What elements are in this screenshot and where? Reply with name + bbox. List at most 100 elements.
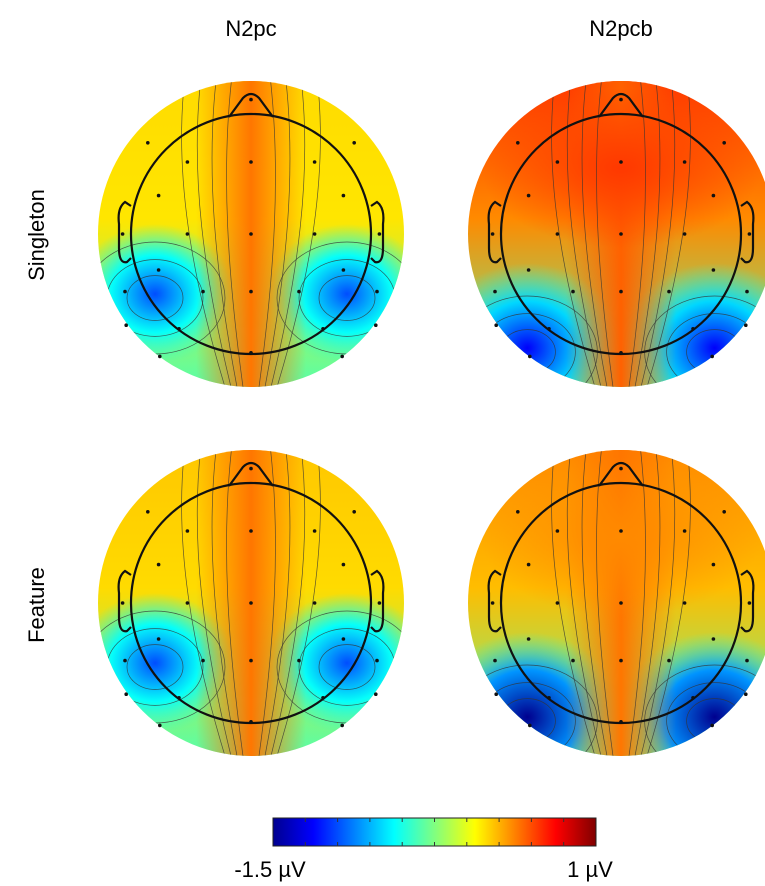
- electrode-dot: [341, 268, 346, 272]
- electrode-dot: [667, 658, 671, 663]
- electrode-dot: [177, 327, 181, 331]
- electrode-dot: [156, 193, 161, 198]
- contour-line: [566, 81, 602, 387]
- row-title-feature: Feature: [24, 567, 49, 643]
- electrode-dot: [619, 658, 623, 663]
- electrode-dot: [619, 232, 623, 236]
- electrodes: [120, 466, 382, 728]
- contour-line: [211, 81, 238, 387]
- electrode-dot: [619, 466, 623, 471]
- electrode-dot: [185, 160, 190, 164]
- ear-icon: [117, 200, 132, 264]
- electrode-dot: [124, 323, 128, 328]
- electrode-dot: [352, 510, 357, 514]
- contour-line: [196, 450, 232, 756]
- electrode-dot: [691, 327, 695, 331]
- topomap-singleton-n2pc: [98, 81, 404, 387]
- electrode-dot: [667, 289, 671, 294]
- electrode-dot: [494, 692, 499, 696]
- colorbar: -1.5 µV 1 µV: [234, 817, 613, 882]
- electrode-dot: [249, 351, 253, 355]
- contour-line: [318, 275, 376, 321]
- electrode-dot: [722, 510, 726, 514]
- contour-line: [566, 450, 602, 756]
- contour-line: [196, 81, 232, 387]
- contour-line: [226, 81, 244, 387]
- contour-line: [126, 644, 184, 690]
- electrode-dot: [493, 658, 497, 663]
- electrode-dot: [249, 232, 253, 236]
- colorbar-min-label: -1.5 µV: [234, 857, 306, 882]
- contour-line: [276, 81, 321, 387]
- contour-line: [258, 81, 276, 387]
- electrode-dot: [249, 160, 253, 164]
- electrode-dot: [619, 160, 623, 164]
- contour-line: [270, 81, 306, 387]
- electrode-dot: [341, 193, 346, 198]
- electrode-dot: [744, 323, 748, 328]
- electrode-dot: [249, 658, 253, 663]
- electrode-dot: [744, 692, 748, 696]
- contour-line: [596, 450, 614, 756]
- electrode-dot: [158, 354, 162, 359]
- contour-line: [646, 450, 691, 756]
- contour-line: [276, 450, 321, 756]
- topomap-feature-n2pc: [98, 450, 404, 756]
- electrode-dot: [528, 723, 532, 728]
- electrode-dot: [249, 97, 253, 102]
- electrode-dot: [249, 289, 253, 294]
- contour-line: [634, 450, 661, 756]
- colorbar-max-label: 1 µV: [567, 857, 613, 882]
- electrode-dot: [619, 720, 623, 724]
- contour-line: [258, 450, 276, 756]
- colorbar-gradient: [272, 817, 597, 847]
- colorbar-ticks: [304, 818, 565, 846]
- electrode-dot: [555, 232, 560, 236]
- electrode-dot: [201, 658, 205, 663]
- electrode-dot: [156, 268, 161, 272]
- electrode-dot: [526, 637, 531, 641]
- row-title-singleton: Singleton: [24, 189, 49, 281]
- electrode-dot: [526, 268, 531, 272]
- electrode-dot: [528, 354, 532, 359]
- electrode-dot: [722, 141, 726, 145]
- ear-icon: [370, 569, 385, 633]
- electrode-dot: [312, 160, 317, 164]
- electrode-dot: [691, 696, 695, 700]
- electrode-dot: [158, 723, 162, 728]
- ear-icon: [740, 569, 755, 633]
- contour-line: [634, 81, 661, 387]
- ear-icon: [370, 200, 385, 264]
- electrodes: [490, 97, 752, 359]
- electrode-dot: [377, 601, 382, 605]
- electrode-dot: [146, 141, 150, 145]
- topomap-grid: [98, 81, 765, 756]
- electrode-dot: [312, 601, 317, 605]
- contour-line: [264, 81, 291, 387]
- electrode-dot: [516, 510, 520, 514]
- electrode-dot: [745, 658, 749, 663]
- electrode-dot: [156, 637, 161, 641]
- electrode-dot: [374, 692, 378, 696]
- nose-icon: [228, 461, 274, 487]
- contour-line: [226, 450, 244, 756]
- contour-line: [551, 450, 596, 756]
- electrode-dot: [177, 696, 181, 700]
- electrode-dot: [321, 696, 325, 700]
- contour-line: [596, 81, 614, 387]
- topomap-singleton-n2pcb: [468, 81, 765, 387]
- electrode-dot: [547, 696, 551, 700]
- electrode-dot: [711, 193, 716, 198]
- electrode-dot: [682, 232, 687, 236]
- contour-line: [581, 450, 608, 756]
- electrode-dot: [516, 141, 520, 145]
- electrode-dot: [682, 529, 687, 533]
- nose-icon: [598, 461, 644, 487]
- electrode-dot: [185, 601, 190, 605]
- electrode-dot: [375, 289, 379, 294]
- ear-icon: [740, 200, 755, 264]
- electrode-dot: [711, 637, 716, 641]
- column-title-n2pc: N2pc: [225, 16, 276, 41]
- electrode-dot: [123, 289, 127, 294]
- contour-line: [628, 81, 646, 387]
